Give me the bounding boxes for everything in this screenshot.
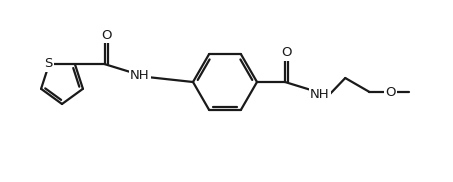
- Text: NH: NH: [130, 69, 150, 82]
- Text: O: O: [101, 29, 111, 42]
- Text: NH: NH: [310, 88, 330, 100]
- Text: O: O: [385, 86, 396, 98]
- Text: S: S: [44, 57, 52, 70]
- Text: O: O: [281, 46, 292, 60]
